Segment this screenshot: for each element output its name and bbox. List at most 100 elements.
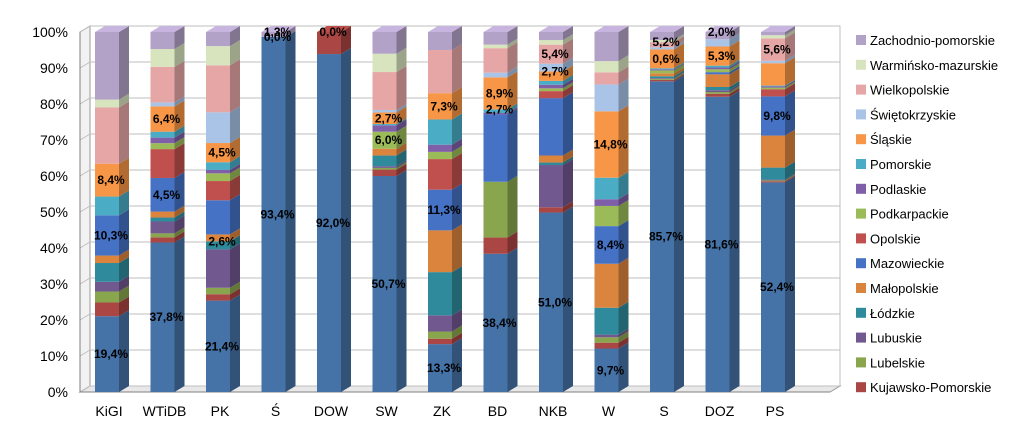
bar-segment-side xyxy=(674,63,684,71)
gridline xyxy=(79,241,840,249)
bar-segment-side xyxy=(507,38,518,49)
legend-swatch xyxy=(856,357,866,368)
bar-segment-side xyxy=(396,163,407,176)
legend-entry: Podlaskie xyxy=(870,182,926,197)
bar-segment-side xyxy=(507,231,518,254)
bar-segment-side xyxy=(452,26,462,50)
bar-segment-side xyxy=(174,131,185,144)
data-label: 7,3% xyxy=(430,99,458,113)
bar-segment xyxy=(594,342,619,349)
legend: Zachodnio-pomorskie Warmińsko-mazurskie Wi… xyxy=(856,33,998,395)
bar-segment xyxy=(594,177,619,200)
bar-segment xyxy=(428,93,452,120)
bar-segment xyxy=(206,181,230,201)
x-tick-label: W xyxy=(602,403,616,419)
bar-segment xyxy=(150,242,175,392)
bar-segment-side xyxy=(230,175,240,201)
bar-segment xyxy=(206,112,230,144)
bar-segment-side xyxy=(729,63,740,73)
bar-top xyxy=(650,26,684,32)
y-tick-label: 10% xyxy=(40,348,68,364)
bar-segment-side xyxy=(563,26,573,41)
bar-segment xyxy=(705,69,730,73)
legend-swatch xyxy=(856,134,866,145)
bar-segment-side xyxy=(230,288,240,301)
bar-stack-12 xyxy=(761,26,795,392)
bar-segment xyxy=(594,111,619,178)
bar-segment xyxy=(150,137,175,144)
bar-segment xyxy=(428,315,452,332)
bar-segment-side xyxy=(674,72,684,79)
y-tick-label: 30% xyxy=(40,276,68,292)
legend-entry: Łódzkie xyxy=(870,306,915,321)
legend-entry: Kujawsko-Pomorskie xyxy=(870,380,991,395)
bar-segment-side xyxy=(174,96,185,107)
bar-segment xyxy=(206,173,230,182)
bar-segment-side xyxy=(396,119,407,132)
bar-segment xyxy=(705,93,730,97)
data-label: 2,0% xyxy=(708,25,736,39)
bar-top xyxy=(95,26,129,32)
bar-segment xyxy=(705,39,730,47)
bar-segment xyxy=(150,233,175,238)
bar-segment-side xyxy=(563,74,573,85)
bar-segment-side xyxy=(174,60,185,103)
bar-segment-side xyxy=(785,173,795,181)
bar-segment xyxy=(594,72,619,85)
bar-segment xyxy=(539,84,563,89)
bar-segment xyxy=(428,344,452,392)
bar-top xyxy=(261,26,296,32)
legend-swatch xyxy=(856,382,866,393)
legend-swatch xyxy=(856,59,866,70)
bar-segment xyxy=(206,32,230,47)
bar-segment-side xyxy=(618,336,629,349)
x-tick-label: PK xyxy=(211,403,230,419)
bar-stack-11 xyxy=(705,26,740,392)
bar-stack-4 xyxy=(317,26,351,392)
bar-stack-5 xyxy=(372,26,407,392)
legend-entry: Wielkopolskie xyxy=(870,83,949,98)
bar-segment-side xyxy=(618,26,629,62)
bar-segment xyxy=(372,125,397,132)
bar-segment-side xyxy=(618,331,629,343)
bar-segment xyxy=(761,167,785,180)
legend-entry: Pomorskie xyxy=(870,157,931,172)
bar-segment-side xyxy=(230,156,240,170)
bar-segment-side xyxy=(396,161,407,170)
bar-segment-side xyxy=(174,215,185,234)
bar-segment-side xyxy=(452,332,462,345)
bar-segment-side xyxy=(785,26,795,36)
bar-segment xyxy=(150,131,175,138)
bar-segment xyxy=(317,32,341,55)
bar-segment-side xyxy=(507,26,518,45)
bar-segment-side xyxy=(563,206,573,392)
x-tick-label: WTiDB xyxy=(143,403,187,419)
y-tick-label: 100% xyxy=(32,24,68,40)
bar-segment xyxy=(95,255,119,264)
legend-swatch xyxy=(856,208,866,219)
bar-stack-9 xyxy=(594,26,629,392)
bar-segment xyxy=(206,169,230,174)
bar-segment-side xyxy=(618,199,629,227)
bar-segment xyxy=(761,89,785,97)
bar-segment xyxy=(650,69,674,71)
bar-segment xyxy=(594,337,619,343)
bar-segment-side xyxy=(174,100,185,132)
bar-segment-side xyxy=(230,235,240,250)
bar-segment-side xyxy=(729,40,740,66)
bar-segment xyxy=(705,46,730,66)
data-label: 10,3% xyxy=(94,228,128,242)
bar-segment-side xyxy=(729,80,740,91)
bar-segment xyxy=(539,98,563,156)
bar-segment xyxy=(594,205,619,227)
bar-segment-side xyxy=(119,310,129,392)
data-label: 6,0% xyxy=(375,133,403,147)
bar-segment-side xyxy=(674,70,684,79)
y-tick-label: 90% xyxy=(40,60,68,76)
bar-segment-side xyxy=(230,228,240,242)
data-label: 13,3% xyxy=(427,361,461,375)
bar-segment-side xyxy=(618,257,629,308)
bar-top xyxy=(206,26,240,32)
bar-segment xyxy=(372,124,397,126)
bar-segment-side xyxy=(507,71,518,110)
